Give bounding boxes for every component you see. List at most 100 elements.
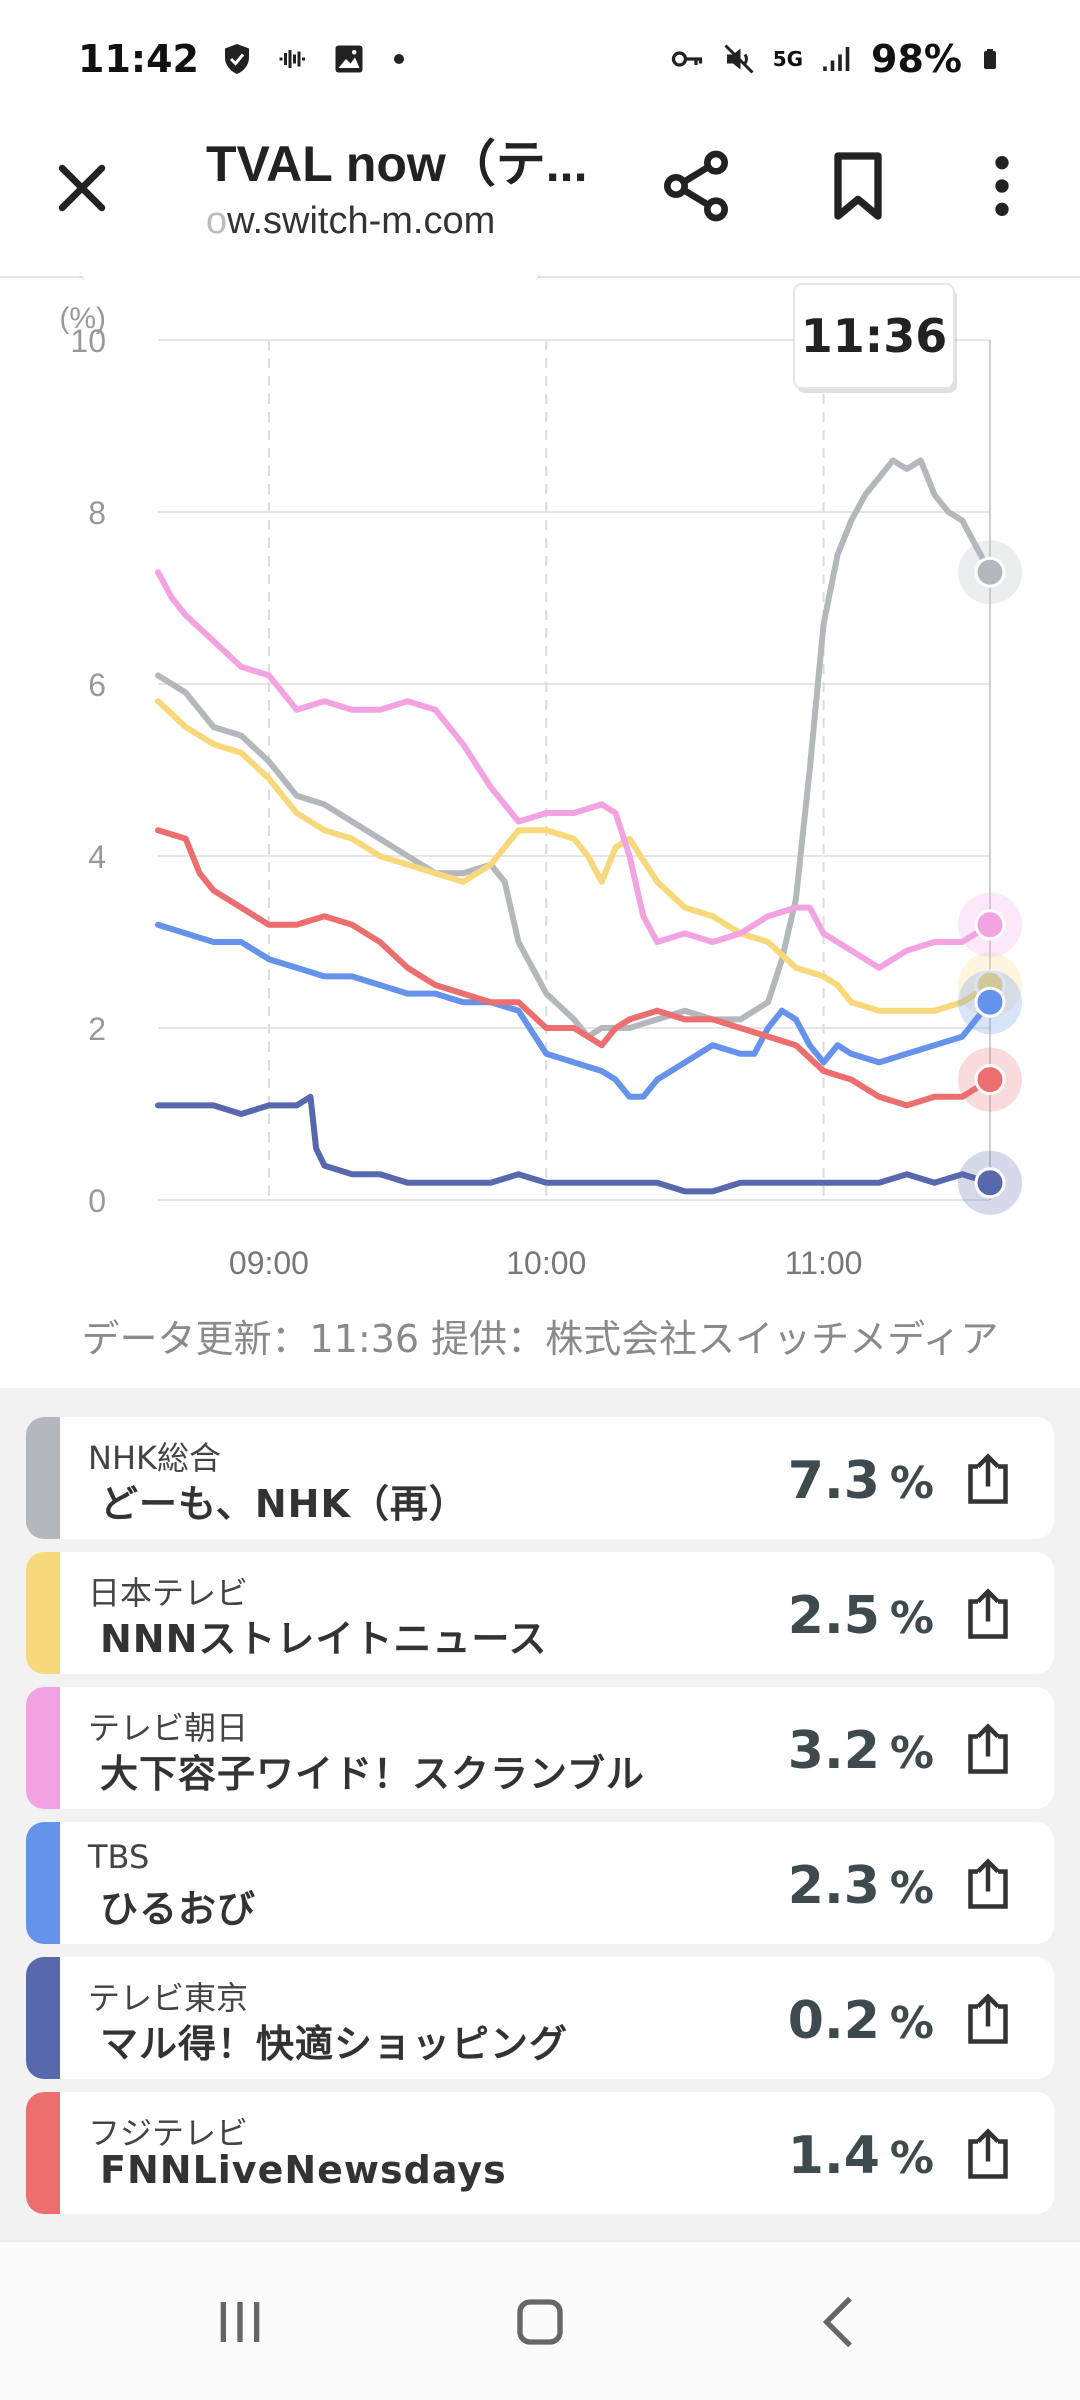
program-title: マル得！快適ショッピング [100, 2022, 569, 2066]
channel-color-stripe [26, 1822, 60, 1944]
channel-name: NHK総合 [88, 1439, 221, 1477]
program-title: FNNLiveNewsdays [100, 2148, 507, 2192]
status-time: 11:42 [78, 37, 199, 81]
rating-unit: % [889, 1728, 934, 1779]
y-tick-label: 0 [88, 1183, 106, 1219]
x-tick-label: 11:00 [785, 1245, 863, 1281]
system-nav-bar [0, 2240, 1080, 2400]
channel-color-stripe [26, 1687, 60, 1809]
y-tick-label: 6 [88, 667, 106, 703]
y-tick-label: 4 [88, 839, 106, 875]
more-vert-icon[interactable] [962, 146, 1042, 226]
rating-number: 2.3 [787, 1856, 880, 1916]
mute-icon [724, 44, 754, 74]
program-title: どーも、NHK（再） [100, 1482, 468, 1526]
series-line-0 [155, 457, 993, 1040]
program-title: NNNストレイトニュース [100, 1617, 548, 1661]
endpoint-dot-2 [974, 909, 1006, 941]
endpoint-dot-4 [974, 1167, 1006, 1199]
url-text: w.switch-m.com [227, 200, 496, 242]
voicemail-icon [279, 50, 305, 68]
y-tick-label: 10 [70, 323, 106, 359]
channel-name: TBS [88, 1838, 150, 1876]
app-bar: TVAL now（テ... ow.switch-m.com [0, 118, 1080, 278]
channel-list: NHK総合どーも、NHK（再） 7.3% 日本テレビ NNNストレイトニュース 2.5%… [0, 1388, 1080, 2240]
rating-value: 2.3% [788, 1856, 934, 1916]
channel-card[interactable]: テレビ東京マル得！快適ショッピング 0.2% [26, 1957, 1054, 2079]
channel-name: フジテレビ [88, 2114, 249, 2152]
back-icon[interactable] [800, 2282, 880, 2362]
endpoint-dot-3 [974, 986, 1006, 1018]
channel-name: テレビ東京 [88, 1979, 249, 2017]
rating-unit: % [889, 1863, 934, 1914]
close-icon[interactable] [48, 154, 116, 222]
endpoint-dot-0 [974, 556, 1006, 588]
page-url: ow.switch-m.com [206, 200, 495, 243]
ratings-chart: 0 2 4 6 8 10 (%) 09:00 10:00 11:00 11:36 [0, 280, 1080, 1390]
tooltip-time: 11:36 [801, 309, 947, 363]
rating-number: 7.3 [787, 1451, 880, 1511]
page-title: TVAL now（テ... [206, 136, 588, 192]
series-line-3 [155, 921, 993, 1100]
rating-number: 2.5 [787, 1586, 880, 1646]
share-upload-icon[interactable] [958, 1854, 1018, 1914]
channel-card[interactable]: テレビ朝日大下容子ワイド！スクランブル 3.2% [26, 1687, 1054, 1809]
image-icon [335, 45, 363, 73]
rating-number: 0.2 [787, 1991, 880, 2051]
channel-card[interactable]: TBS ひるおび 2.3% [26, 1822, 1054, 1944]
rating-number: 1.4 [787, 2126, 880, 2186]
bookmark-icon[interactable] [818, 146, 898, 226]
series-line-2 [155, 569, 993, 971]
series-line-4 [155, 1093, 993, 1195]
rating-unit: % [889, 1593, 934, 1644]
x-tick-label: 10:00 [506, 1245, 586, 1281]
tooltip-box [793, 283, 955, 389]
y-tick-label: 8 [88, 495, 106, 531]
rating-number: 3.2 [787, 1721, 880, 1781]
status-bar: 11:42 5G 98% [0, 0, 1080, 118]
share-upload-icon[interactable] [958, 2124, 1018, 2184]
channel-color-stripe [26, 1957, 60, 2079]
program-title: ひるおび [100, 1887, 257, 1931]
rating-unit: % [889, 1458, 934, 1509]
chart-svg: 0 2 4 6 8 10(%) 09:00 10:00 11:00 11:36 [59, 283, 1022, 1281]
channel-name: 日本テレビ [88, 1574, 249, 1612]
channel-card[interactable]: フジテレビ FNNLiveNewsdays 1.4% [26, 2092, 1054, 2214]
rating-unit: % [889, 1998, 934, 2049]
rating-unit: % [889, 2133, 934, 2184]
vpn-key-icon [671, 51, 702, 67]
share-upload-icon[interactable] [958, 1449, 1018, 1509]
battery-percent: 98% [871, 37, 962, 81]
x-tick-label: 09:00 [229, 1245, 309, 1281]
rating-value: 2.5% [788, 1586, 934, 1646]
series-line-1 [155, 698, 993, 1014]
home-icon[interactable] [500, 2282, 580, 2362]
battery-icon [984, 49, 996, 69]
signal-icon [823, 47, 850, 71]
series-line-5 [155, 827, 993, 1109]
url-prefix: o [206, 200, 228, 242]
rating-value: 0.2% [788, 1991, 934, 2051]
shield-check-icon [224, 44, 249, 74]
network-type: 5G [772, 47, 804, 71]
recent-apps-icon[interactable] [200, 2282, 280, 2362]
program-title: 大下容子ワイド！スクランブル [100, 1752, 645, 1796]
channel-color-stripe [26, 1552, 60, 1674]
endpoint-dot-5 [974, 1064, 1006, 1096]
share-upload-icon[interactable] [958, 1989, 1018, 2049]
share-upload-icon[interactable] [958, 1719, 1018, 1779]
channel-name: テレビ朝日 [88, 1709, 249, 1747]
rating-value: 1.4% [788, 2126, 934, 2186]
rating-value: 3.2% [788, 1721, 934, 1781]
dot-icon [393, 54, 404, 64]
channel-color-stripe [26, 2092, 60, 2214]
y-axis-label: (%) [59, 302, 106, 335]
share-icon[interactable] [656, 146, 736, 226]
share-upload-icon[interactable] [958, 1584, 1018, 1644]
y-tick-label: 2 [88, 1011, 106, 1047]
channel-card[interactable]: NHK総合どーも、NHK（再） 7.3% [26, 1417, 1054, 1539]
channel-color-stripe [26, 1417, 60, 1539]
data-source-text: データ更新：11:36 提供：株式会社スイッチメディア [81, 1317, 999, 1361]
rating-value: 7.3% [788, 1451, 934, 1511]
channel-card[interactable]: 日本テレビ NNNストレイトニュース 2.5% [26, 1552, 1054, 1674]
